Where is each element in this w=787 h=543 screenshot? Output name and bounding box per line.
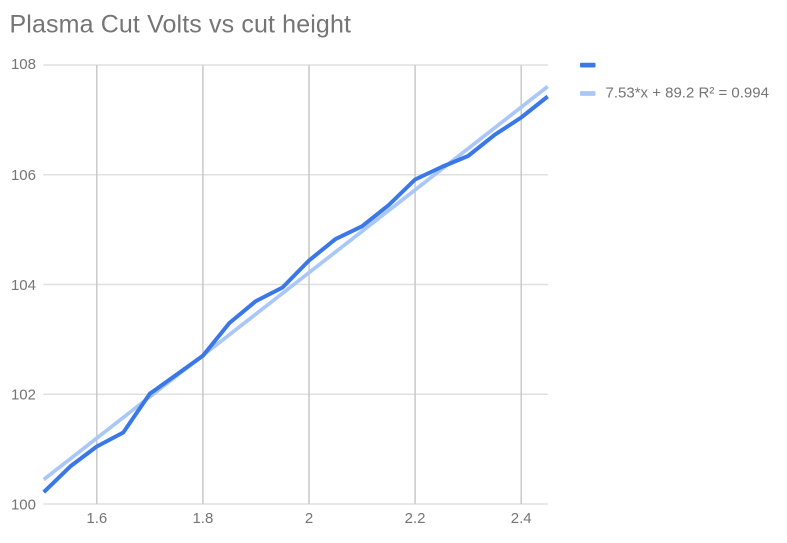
svg-text:2: 2 — [305, 510, 313, 527]
svg-text:7.53*x + 89.2 R² = 0.994: 7.53*x + 89.2 R² = 0.994 — [606, 85, 769, 102]
svg-text:108: 108 — [11, 56, 36, 73]
svg-text:100: 100 — [11, 496, 36, 513]
svg-text:1.8: 1.8 — [192, 510, 213, 527]
svg-text:2.2: 2.2 — [405, 510, 426, 527]
svg-text:Plasma Cut Volts vs cut height: Plasma Cut Volts vs cut height — [10, 11, 352, 39]
svg-text:1.6: 1.6 — [86, 510, 107, 527]
svg-text:2.4: 2.4 — [511, 510, 532, 527]
svg-text:106: 106 — [11, 167, 36, 184]
svg-text:102: 102 — [11, 387, 36, 404]
svg-text:104: 104 — [11, 277, 36, 294]
